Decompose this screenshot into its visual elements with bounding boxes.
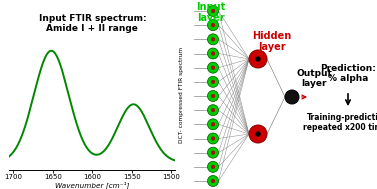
Text: Hidden
layer: Hidden layer [252,31,292,52]
Circle shape [207,76,219,87]
Text: DCT: DCT [152,82,174,92]
Circle shape [207,119,219,130]
Circle shape [256,132,261,136]
Circle shape [211,179,215,183]
Circle shape [207,147,219,158]
Text: Training-prediction
repeated x200 times: Training-prediction repeated x200 times [303,113,377,132]
Circle shape [207,91,219,101]
Circle shape [211,66,215,70]
X-axis label: Wavenumber [cm⁻¹]: Wavenumber [cm⁻¹] [55,182,130,189]
Circle shape [211,80,215,84]
Circle shape [207,5,219,16]
Text: Input
layer: Input layer [196,2,225,23]
Circle shape [211,38,215,41]
Text: Prediction:
% alpha: Prediction: % alpha [320,64,376,83]
Circle shape [211,137,215,140]
Text: DCT- compressed FTIR spectrum: DCT- compressed FTIR spectrum [179,47,184,143]
Circle shape [211,151,215,154]
Title: Input FTIR spectrum:
Amide I + II range: Input FTIR spectrum: Amide I + II range [38,14,146,33]
Circle shape [211,52,215,55]
Circle shape [249,50,267,68]
Circle shape [285,90,299,104]
Circle shape [211,94,215,98]
Circle shape [207,34,219,45]
Circle shape [211,165,215,169]
Text: Output
layer: Output layer [296,69,332,88]
Circle shape [211,122,215,126]
Circle shape [207,133,219,144]
Circle shape [207,62,219,73]
Circle shape [211,9,215,13]
Circle shape [207,176,219,187]
Circle shape [207,105,219,116]
Circle shape [211,23,215,27]
Circle shape [249,125,267,143]
Circle shape [211,108,215,112]
Circle shape [256,57,261,61]
Circle shape [207,20,219,31]
Circle shape [207,48,219,59]
Circle shape [207,161,219,172]
